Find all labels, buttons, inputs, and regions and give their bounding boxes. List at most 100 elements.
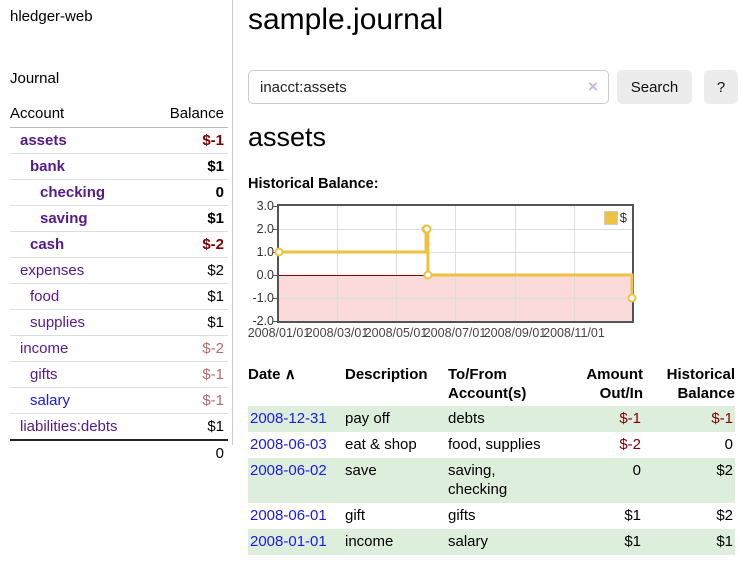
transaction-date: 2008-12-31 bbox=[248, 406, 345, 432]
account-link-saving[interactable]: saving bbox=[40, 210, 88, 227]
account-balance: $1 bbox=[151, 413, 228, 441]
account-row: bank $1 bbox=[10, 153, 228, 180]
register-header-amount: Amount Out/In bbox=[586, 366, 643, 402]
balance-chart-plot[interactable]: $ bbox=[274, 204, 637, 323]
y-axis-tick-label: -1.0 bbox=[252, 291, 274, 305]
account-row: expenses $2 bbox=[10, 257, 228, 284]
accounts-header-account: Account bbox=[10, 102, 152, 128]
data-point-marker bbox=[422, 224, 432, 234]
x-axis-tick-label: 2008/01/01 bbox=[247, 326, 311, 340]
account-link-food[interactable]: food bbox=[30, 288, 60, 305]
transaction-amount: $-2 bbox=[619, 436, 641, 453]
help-button[interactable]: ? bbox=[704, 70, 738, 104]
account-balance: $-1 bbox=[151, 127, 228, 154]
y-axis-tick-label: 3.0 bbox=[256, 199, 274, 213]
app-brand-link[interactable]: hledger-web bbox=[10, 8, 93, 25]
account-link-supplies[interactable]: supplies bbox=[30, 314, 86, 331]
historical-balance-chart: $ 3.0 2.0 1.0 0.0 -1.0 -2.0 2008/01/01 2008/03… bbox=[247, 199, 742, 348]
account-link-assets[interactable]: assets bbox=[20, 132, 67, 149]
register-header-accounts: To/From Account(s) bbox=[448, 366, 527, 402]
accounts-header-balance: Balance bbox=[151, 102, 228, 128]
date-header-label: Date bbox=[248, 366, 281, 383]
accounts-total-balance: 0 bbox=[151, 439, 228, 466]
register-header-date[interactable]: Date ∧ bbox=[248, 362, 345, 406]
transaction-balance: $-1 bbox=[711, 410, 733, 427]
transaction-accounts: gifts bbox=[448, 507, 476, 524]
account-row: income $-2 bbox=[10, 335, 228, 362]
y-axis-tick bbox=[273, 229, 277, 230]
x-axis-tick-label: 2008/03/01 bbox=[305, 326, 369, 340]
account-row: salary $-1 bbox=[10, 387, 228, 414]
account-balance: $1 bbox=[151, 153, 228, 180]
y-axis-tick-label: 2.0 bbox=[256, 222, 274, 236]
v-gridline bbox=[574, 206, 575, 321]
account-balance: $1 bbox=[151, 309, 228, 336]
clear-search-icon[interactable]: × bbox=[588, 77, 598, 96]
account-row: saving $1 bbox=[10, 205, 228, 232]
accounts-table-header: Account Balance bbox=[10, 102, 228, 128]
y-axis-tick-label: 0.0 bbox=[256, 268, 274, 282]
account-row: liabilities:debts $1 bbox=[10, 413, 228, 441]
transaction-date-link[interactable]: 2008-01-01 bbox=[250, 533, 327, 550]
transaction-row: 2008-01-01 income salary $1 $1 bbox=[248, 529, 735, 555]
account-balance: $-2 bbox=[151, 335, 228, 362]
transaction-accounts: debts bbox=[448, 410, 485, 427]
account-link-bank[interactable]: bank bbox=[30, 158, 66, 175]
transaction-description: eat & shop bbox=[345, 436, 417, 453]
account-balance: $2 bbox=[151, 257, 228, 284]
account-balance: $-2 bbox=[151, 231, 228, 258]
register-header-balance: Historical Balance bbox=[666, 366, 735, 402]
transaction-balance: 0 bbox=[724, 436, 733, 453]
account-row: assets $-1 bbox=[10, 127, 228, 154]
transaction-date: 2008-06-03 bbox=[248, 432, 345, 458]
chart-legend: $ bbox=[602, 209, 628, 226]
legend-label: $ bbox=[619, 210, 627, 225]
balance-step-line bbox=[274, 224, 637, 303]
transaction-row: 2008-12-31 pay off debts $-1 $-1 bbox=[248, 406, 735, 432]
transaction-accounts: food, supplies bbox=[448, 436, 541, 453]
transaction-date-link[interactable]: 2008-06-03 bbox=[250, 436, 327, 453]
transaction-description: income bbox=[345, 533, 394, 550]
transaction-date-link[interactable]: 2008-06-01 bbox=[250, 507, 327, 524]
transaction-row: 2008-06-03 eat & shop food, supplies $-2 0 bbox=[248, 432, 735, 458]
transaction-date: 2008-01-01 bbox=[248, 529, 345, 555]
v-gridline bbox=[455, 206, 456, 321]
transaction-description: gift bbox=[345, 507, 366, 524]
account-row: cash $-2 bbox=[10, 231, 228, 258]
account-link-checking[interactable]: checking bbox=[40, 184, 106, 201]
v-gridline bbox=[515, 206, 516, 321]
account-link-liabilities-debts[interactable]: liabilities:debts bbox=[20, 418, 118, 435]
transaction-amount: 0 bbox=[632, 462, 641, 479]
x-axis-tick-label: 2008/09/01 bbox=[483, 326, 547, 340]
account-link-cash[interactable]: cash bbox=[30, 236, 65, 253]
account-balance: $1 bbox=[151, 283, 228, 310]
account-link-income[interactable]: income bbox=[20, 340, 69, 357]
transaction-date: 2008-06-02 bbox=[248, 458, 345, 503]
y-axis-tick bbox=[273, 275, 277, 276]
account-row: food $1 bbox=[10, 283, 228, 310]
account-balance: $-1 bbox=[151, 387, 228, 414]
register-header-description: Description bbox=[345, 366, 428, 383]
sidebar-item-journal[interactable]: Journal bbox=[10, 70, 60, 87]
accounts-table: Account Balance assets $-1 bank $1 checking 0… bbox=[10, 102, 228, 466]
account-link-expenses[interactable]: expenses bbox=[20, 262, 85, 279]
transaction-row: 2008-06-01 gift gifts $1 $2 bbox=[248, 503, 735, 529]
transaction-description: pay off bbox=[345, 410, 390, 427]
y-axis-tick-label: 1.0 bbox=[256, 245, 274, 259]
account-link-salary[interactable]: salary bbox=[30, 392, 71, 409]
y-axis-tick bbox=[273, 298, 277, 299]
transaction-date-link[interactable]: 2008-12-31 bbox=[250, 410, 327, 427]
search-button[interactable]: Search bbox=[617, 70, 692, 104]
transaction-accounts: salary bbox=[448, 533, 489, 550]
account-link-gifts[interactable]: gifts bbox=[30, 366, 58, 383]
register-table: Date ∧ Description To/From Account(s) Am… bbox=[248, 362, 735, 555]
x-axis-tick-label: 2008/07/01 bbox=[423, 326, 487, 340]
transaction-date-link[interactable]: 2008-06-02 bbox=[250, 462, 327, 479]
transaction-amount: $-1 bbox=[619, 410, 641, 427]
x-axis-tick-label: 2008/11/01 bbox=[543, 326, 605, 340]
search-input[interactable] bbox=[248, 70, 609, 104]
account-row: gifts $-1 bbox=[10, 361, 228, 388]
transaction-row: 2008-06-02 save saving, checking 0 $2 bbox=[248, 458, 735, 503]
data-point-marker bbox=[423, 270, 433, 280]
account-balance: $-1 bbox=[151, 361, 228, 388]
